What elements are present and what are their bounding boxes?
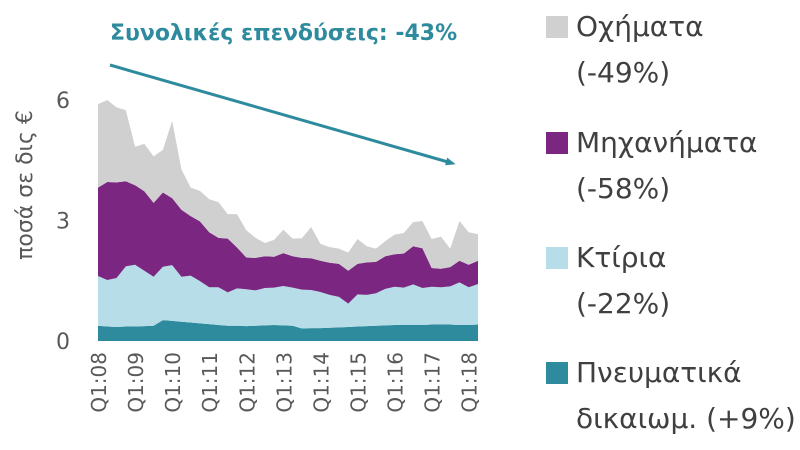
x-tick-label-2: Q1:10	[161, 352, 185, 413]
area-series-0	[98, 320, 478, 341]
legend-label-vehicles: Οχήματα	[576, 10, 704, 43]
area-series-2	[98, 181, 478, 304]
x-tick-label-9: Q1:17	[421, 352, 445, 413]
x-tick-label-10: Q1:18	[458, 352, 482, 413]
legend-label-intellectual-property: Πνευματικά	[576, 356, 742, 389]
legend-label-buildings: Κτίρια	[576, 241, 667, 274]
x-tick-label-8: Q1:16	[384, 352, 408, 413]
area-series-1	[98, 264, 478, 329]
total-investment-annotation: Συνολικές επενδύσεις: -43%	[110, 21, 457, 46]
y-tick-label-0: 0	[56, 330, 70, 355]
legend-label-machinery: Μηχανήματα	[576, 126, 758, 159]
x-tick-label-6: Q1:14	[309, 352, 333, 413]
legend-swatch-vehicles	[546, 16, 568, 38]
legend-swatch-machinery	[546, 132, 568, 154]
y-tick-label-1: 3	[56, 210, 70, 235]
x-tick-label-1: Q1:09	[124, 352, 148, 413]
trend-arrow	[109, 63, 456, 166]
y-axis-ticks: 0 3 6	[56, 89, 70, 355]
x-tick-label-4: Q1:12	[235, 352, 259, 413]
legend-change-machinery: (-58%)	[576, 172, 671, 205]
area-series-3	[98, 100, 478, 271]
legend-change-buildings: (-22%)	[576, 287, 671, 320]
x-tick-label-7: Q1:15	[347, 352, 371, 413]
y-axis-label: ποσά σε δις €	[13, 110, 38, 260]
x-tick-label-5: Q1:13	[272, 352, 296, 413]
legend-swatch-intellectual-property	[546, 362, 568, 384]
x-tick-label-0: Q1:08	[87, 352, 111, 413]
y-tick-label-2: 6	[56, 89, 70, 114]
legend-change-vehicles: (-49%)	[576, 56, 671, 89]
legend-change-intellectual-property: δικαιωμ. (+9%)	[576, 402, 796, 435]
legend-swatch-buildings	[546, 247, 568, 269]
x-tick-label-3: Q1:11	[198, 352, 222, 413]
area-layers	[98, 100, 478, 341]
x-axis-ticks: Q1:08 Q1:09 Q1:10 Q1:11 Q1:12 Q1:13 Q1:14 Q1:15…	[87, 352, 482, 413]
